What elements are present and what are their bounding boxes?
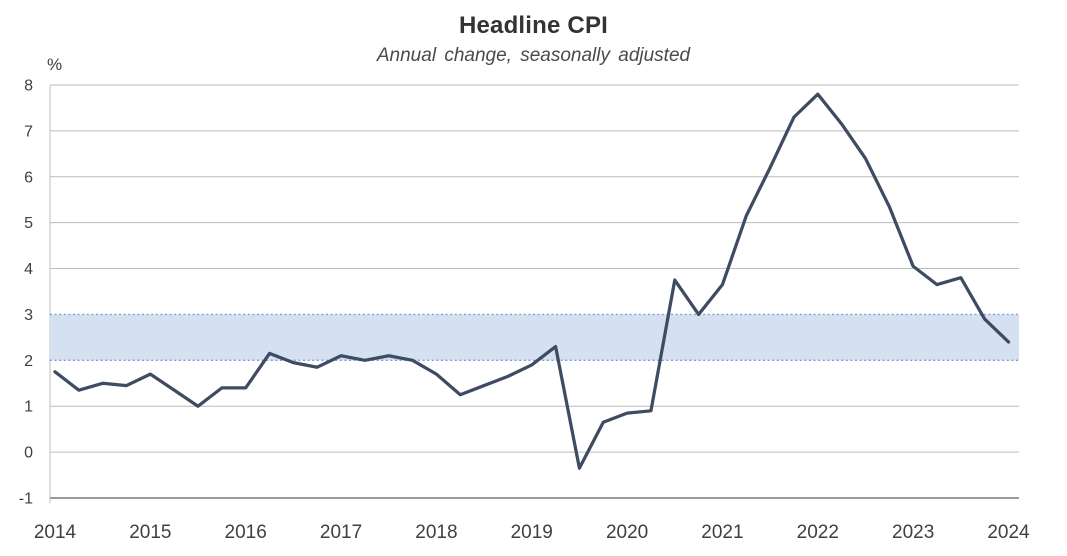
y-tick-label: 7 [24,123,33,140]
x-tick-label: 2020 [606,522,648,543]
x-tick-label: 2018 [415,522,457,543]
chart-title: Headline CPI [458,12,609,39]
x-tick-label: 2021 [701,522,743,543]
y-tick-label: 5 [24,215,33,232]
y-tick-label: 6 [24,169,33,186]
y-tick-label: 8 [24,78,33,95]
y-tick-label: 2 [24,353,33,370]
x-tick-label: 2016 [225,522,267,543]
x-tick-label: 2022 [797,522,839,543]
unit-label: % [47,55,62,74]
y-tick-label: 0 [24,445,33,462]
x-tick-label: 2017 [320,522,362,543]
x-tick-label: 2023 [892,522,934,543]
y-tick-label: 1 [24,399,33,416]
x-tick-label: 2014 [34,522,77,543]
y-tick-label: 4 [24,261,33,278]
y-tick-label: 3 [24,307,33,324]
chart-subtitle: Annual change, seasonally adjusted [376,45,691,66]
x-tick-label: 2015 [129,522,171,543]
x-tick-label: 2024 [987,522,1030,543]
target-band [50,314,1019,361]
y-tick-label: -1 [19,491,33,508]
x-tick-label: 2019 [511,522,553,543]
cpi-line [53,92,1011,470]
